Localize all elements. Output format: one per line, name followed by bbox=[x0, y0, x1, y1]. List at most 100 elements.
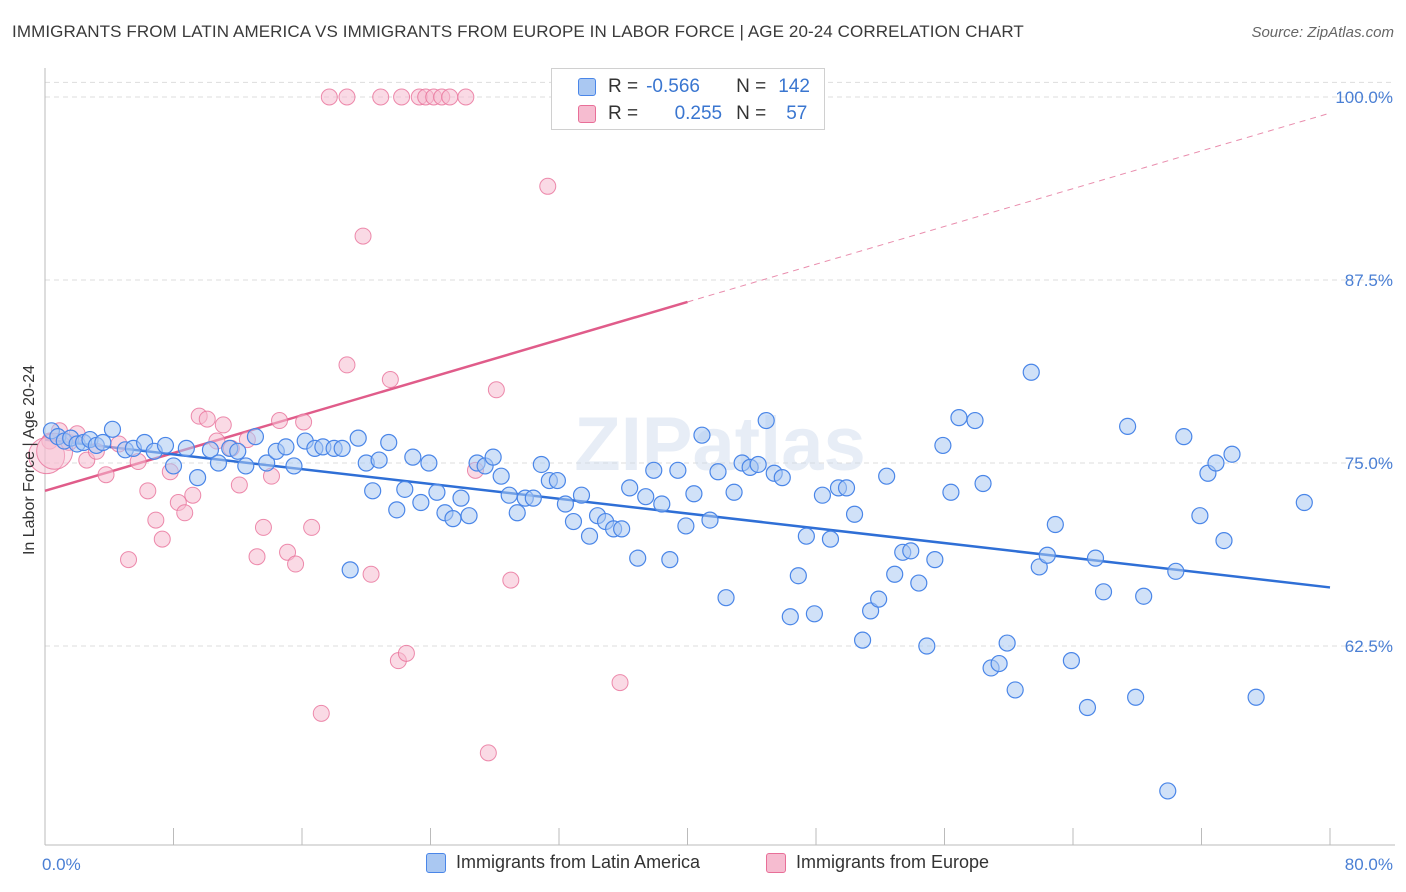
blue-point bbox=[966, 411, 984, 430]
pink-point bbox=[287, 555, 305, 573]
blue-point bbox=[508, 504, 526, 522]
blue-point bbox=[797, 527, 815, 545]
blue-point bbox=[862, 602, 880, 620]
pink-points-layer bbox=[28, 88, 629, 762]
blue-point bbox=[974, 474, 992, 493]
pink-point bbox=[176, 504, 194, 522]
blue-point bbox=[717, 589, 735, 607]
blue-point bbox=[388, 501, 406, 519]
stats-swatch-blue bbox=[578, 78, 596, 96]
blue-point bbox=[781, 608, 799, 626]
blue-point bbox=[1175, 428, 1193, 446]
pink-point bbox=[97, 466, 115, 484]
stats-n-label: N = bbox=[736, 103, 767, 124]
blue-point bbox=[621, 479, 639, 497]
blue-point bbox=[428, 483, 446, 501]
pink-trend-extension bbox=[687, 112, 1331, 303]
blue-point bbox=[177, 439, 195, 457]
legend-item-pink[interactable]: Immigrants from Europe bbox=[766, 852, 989, 873]
x-tick-label-min: 0.0% bbox=[42, 855, 81, 874]
blue-point bbox=[572, 486, 591, 504]
blue-point bbox=[364, 482, 382, 500]
blue-point bbox=[757, 411, 775, 430]
grid-layer bbox=[45, 81, 1395, 647]
y-tick-label: 75.0% bbox=[1345, 454, 1393, 473]
pink-point bbox=[254, 518, 272, 536]
blue-point bbox=[1295, 493, 1313, 512]
blue-point bbox=[878, 467, 896, 485]
pink-point bbox=[320, 88, 338, 106]
blue-point bbox=[870, 590, 888, 608]
blue-point bbox=[645, 461, 663, 479]
blue-point bbox=[677, 517, 695, 535]
blue-point bbox=[725, 483, 743, 501]
stats-box: R = -0.566 N = 142 R = 0.255 N = 57 bbox=[551, 68, 825, 130]
legend-item-blue[interactable]: Immigrants from Latin America bbox=[426, 852, 700, 873]
blue-point bbox=[886, 565, 904, 583]
stats-row-blue: R = -0.566 N = 142 bbox=[552, 74, 810, 100]
blue-point bbox=[845, 505, 864, 523]
blue-point bbox=[349, 429, 367, 447]
pink-point bbox=[303, 518, 321, 536]
blue-point bbox=[484, 448, 502, 466]
blue-point bbox=[285, 457, 303, 475]
pink-point bbox=[539, 177, 557, 195]
blue-point bbox=[556, 495, 575, 513]
blue-point bbox=[853, 631, 872, 649]
blue-point bbox=[661, 551, 679, 569]
blue-point bbox=[1119, 417, 1137, 435]
blue-point bbox=[1038, 546, 1056, 564]
blue-point bbox=[380, 433, 398, 452]
pink-point bbox=[198, 410, 216, 428]
blue-point bbox=[1094, 583, 1113, 601]
source-label: Source: ZipAtlas.com bbox=[1251, 24, 1394, 41]
pink-point bbox=[230, 476, 248, 494]
blue-point bbox=[637, 488, 655, 506]
blue-point bbox=[805, 605, 823, 623]
blue-point bbox=[1127, 688, 1145, 706]
blue-point bbox=[709, 463, 727, 481]
y-tick-label: 100.0% bbox=[1335, 88, 1393, 107]
blue-point bbox=[693, 426, 711, 444]
blue-point bbox=[412, 493, 430, 512]
blue-point bbox=[1167, 562, 1185, 580]
pink-point bbox=[381, 371, 399, 389]
blue-point bbox=[950, 409, 968, 427]
blue-point bbox=[821, 530, 840, 548]
blue-point bbox=[524, 489, 542, 507]
blue-point bbox=[492, 467, 510, 485]
legend-swatch-blue bbox=[426, 852, 446, 873]
blue-point bbox=[103, 420, 122, 438]
tick-labels-layer: 62.5% 75.0% 87.5% 100.0% 0.0% 80.0% bbox=[42, 88, 1393, 874]
pink-point bbox=[120, 551, 138, 569]
stats-r-label: R = bbox=[608, 76, 639, 97]
blue-point bbox=[773, 469, 791, 487]
blue-point bbox=[1086, 549, 1105, 567]
pink-point bbox=[295, 413, 313, 431]
blue-point bbox=[613, 520, 631, 538]
blue-point bbox=[1046, 515, 1064, 534]
blue-point bbox=[942, 483, 960, 501]
blue-point bbox=[444, 510, 462, 528]
blue-point bbox=[94, 433, 112, 452]
pink-point bbox=[214, 416, 232, 434]
pink-point bbox=[393, 88, 411, 106]
pink-point bbox=[611, 674, 629, 692]
blue-point bbox=[990, 654, 1008, 673]
legend-label-blue: Immigrants from Latin America bbox=[456, 852, 701, 872]
stats-swatch-pink bbox=[578, 105, 596, 123]
pink-point bbox=[312, 704, 330, 722]
blue-point bbox=[813, 486, 832, 504]
pink-point bbox=[487, 381, 505, 399]
pink-point bbox=[457, 88, 475, 106]
blue-point bbox=[164, 457, 183, 475]
blue-points-layer bbox=[42, 363, 1313, 800]
blue-point bbox=[258, 454, 276, 472]
stats-n-label: N = bbox=[736, 76, 767, 97]
pink-point bbox=[248, 548, 266, 566]
blue-point bbox=[246, 428, 265, 446]
trend-layer bbox=[44, 112, 1331, 589]
blue-point bbox=[1022, 363, 1040, 381]
pink-point bbox=[147, 511, 165, 529]
